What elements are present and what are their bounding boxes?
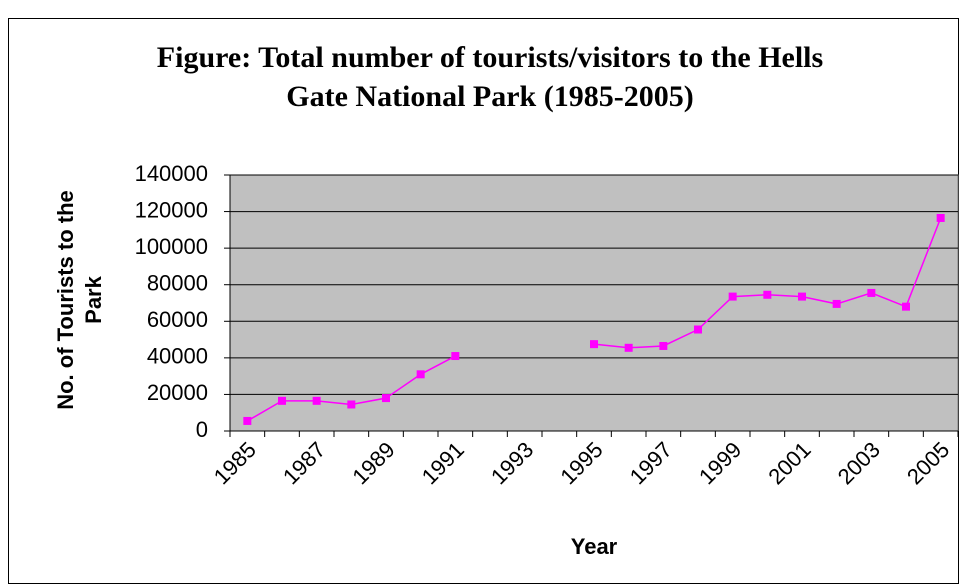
y-tick-label: 60000: [147, 307, 208, 332]
marker: [347, 400, 356, 409]
y-tick-label: 100000: [135, 234, 208, 259]
x-axis-label: Year: [571, 534, 618, 559]
marker: [312, 396, 321, 405]
marker: [416, 370, 425, 379]
y-axis-label: No. of Tourists to the Park: [53, 190, 106, 410]
y-tick-label: 140000: [135, 161, 208, 186]
y-tick-label: 120000: [135, 197, 208, 222]
marker: [382, 394, 390, 403]
marker: [278, 396, 286, 405]
marker: [451, 352, 460, 361]
marker: [763, 290, 772, 299]
marker: [867, 288, 876, 297]
marker: [590, 340, 598, 349]
marker: [936, 213, 945, 222]
marker: [243, 416, 252, 425]
y-tick-label: 80000: [147, 271, 208, 296]
marker: [694, 325, 702, 334]
y-tick-label: 40000: [147, 344, 208, 369]
y-tick-label: 0: [196, 417, 208, 442]
marker: [902, 302, 910, 311]
marker: [728, 292, 737, 301]
plot-area: [229, 174, 959, 432]
marker: [832, 299, 841, 308]
chart-title: Figure: Total number of tourists/visitor…: [156, 41, 824, 113]
marker: [659, 341, 668, 350]
marker: [798, 292, 806, 301]
marker: [624, 343, 633, 352]
y-tick-label: 20000: [147, 380, 208, 405]
